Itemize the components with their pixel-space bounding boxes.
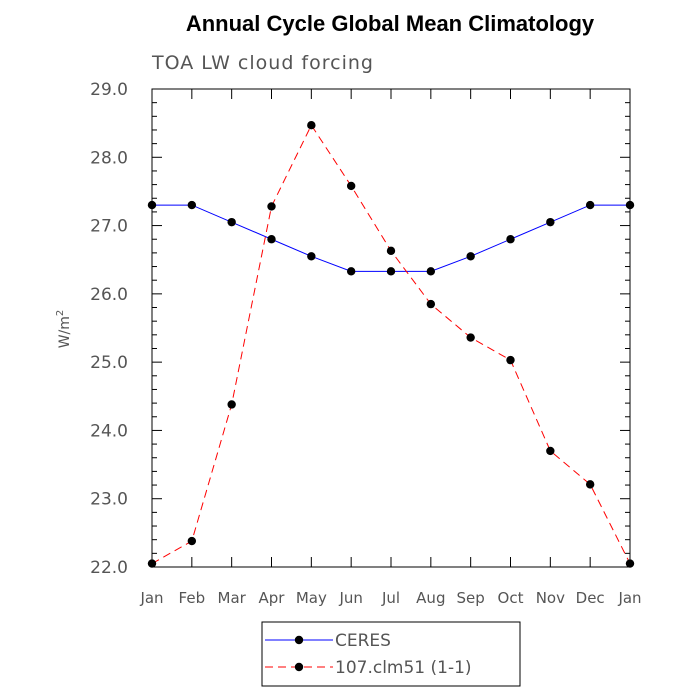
x-tick-label: Aug [416, 589, 445, 607]
data-point [546, 446, 555, 456]
y-tick-label: 29.0 [90, 80, 128, 100]
series-line [152, 204, 630, 272]
x-tick-label: Mar [218, 589, 247, 607]
legend-box [261, 621, 521, 687]
x-tick-label: Feb [179, 589, 206, 607]
data-point [267, 202, 276, 211]
data-point [426, 299, 436, 309]
data-point [307, 120, 316, 130]
x-tick-labels: Jan Feb Mar Apr May Jun Jul Aug Sep Oct Nov Dec Jan [139, 589, 641, 607]
data-point [466, 252, 475, 261]
chart-subtitle: TOA LW cloud forcing [151, 52, 374, 74]
data-point [227, 217, 236, 227]
y-axis-label: W/m2 [55, 310, 73, 349]
chart-title: Annual Cycle Global Mean Climatology [186, 11, 595, 36]
x-tick-label: Sep [457, 589, 485, 607]
y-tick-label: 25.0 [90, 353, 128, 373]
x-tick-label: Jun [338, 589, 362, 607]
x-tick-label: Jul [381, 589, 400, 607]
y-tick-label: 28.0 [90, 148, 128, 168]
y-tick-label: 26.0 [90, 285, 128, 305]
data-point [386, 246, 396, 256]
legend-label: CERES [335, 631, 391, 651]
legend-marker [294, 635, 304, 645]
minor-ticks [152, 102, 630, 554]
data-point [506, 355, 515, 365]
x-tick-label: Oct [498, 589, 524, 607]
x-tick-label: Jan [139, 589, 163, 607]
data-point [506, 235, 515, 244]
data-point [147, 559, 157, 568]
data-point [307, 252, 316, 261]
data-point [585, 200, 595, 210]
series-line [151, 124, 631, 565]
data-point [546, 217, 555, 227]
data-point [187, 536, 197, 546]
data-point [625, 200, 635, 210]
x-tick-label: Jan [617, 589, 641, 607]
series-layer [147, 120, 635, 568]
x-tick-label: Nov [536, 589, 565, 607]
data-point [346, 181, 356, 191]
y-tick-label: 22.0 [90, 558, 128, 578]
data-point [426, 267, 436, 276]
legend: CERES 107.clm51 (1-1) [261, 621, 521, 687]
data-point [625, 559, 635, 568]
data-point [466, 333, 475, 342]
major-ticks [151, 88, 631, 568]
data-point [227, 400, 236, 409]
x-tick-label: Apr [259, 589, 286, 607]
y-tick-label: 27.0 [90, 217, 128, 237]
plot-frame [151, 88, 631, 568]
data-point [267, 235, 276, 244]
y-tick-label: 24.0 [90, 421, 128, 441]
data-point [187, 200, 197, 210]
y-tick-labels: 22.0 23.0 24.0 25.0 26.0 27.0 28.0 29.0 [90, 80, 128, 578]
data-point [585, 480, 595, 489]
data-point [147, 200, 157, 210]
legend-label: 107.clm51 (1-1) [335, 658, 472, 678]
y-tick-label: 23.0 [90, 490, 128, 510]
x-tick-label: May [296, 589, 327, 607]
data-point [346, 267, 356, 276]
legend-marker [294, 662, 304, 672]
data-point [386, 267, 396, 276]
x-tick-label: Dec [576, 589, 605, 607]
